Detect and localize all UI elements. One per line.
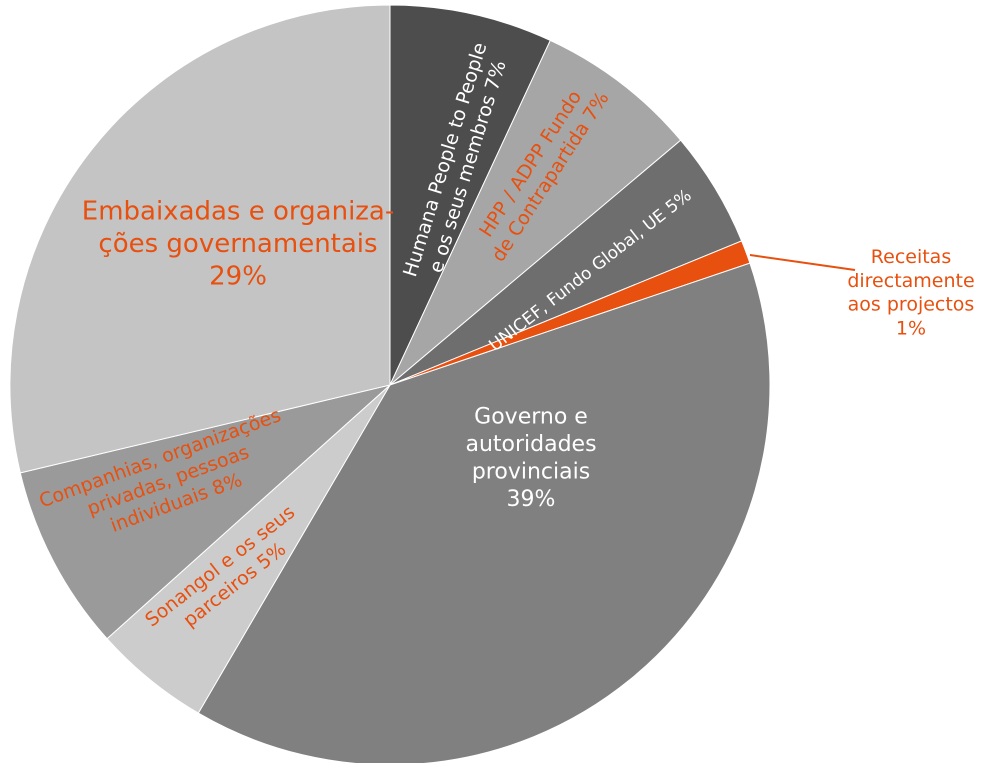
pie-slices — [9, 4, 771, 763]
slice-label-3: Receitas directamente aos projectos 1% — [847, 246, 974, 339]
slice-label-line: 39% — [507, 487, 556, 512]
slice-label-line: directamente — [847, 270, 974, 292]
slice-label-4: Governo e autoridades provinciais 39% — [465, 405, 596, 513]
pie-slice-0 — [389, 4, 551, 386]
slice-label-line: ções governamentais — [98, 229, 377, 259]
slice-label-line: Governo e — [474, 405, 588, 430]
pie-slice-4 — [197, 262, 771, 763]
slice-label-line: Receitas — [871, 246, 951, 268]
slice-label-line: provinciais — [472, 459, 590, 484]
leader-line-3 — [749, 254, 856, 271]
pie-slice-7 — [9, 4, 391, 474]
slice-label-7: Embaixadas e organiza-ções governamentai… — [82, 197, 394, 292]
slice-label-line: aos projectos — [848, 294, 975, 316]
slice-label-line: 29% — [209, 262, 267, 292]
pie-slice-1 — [389, 39, 682, 386]
slice-label-line: Embaixadas e organiza- — [82, 197, 394, 227]
slice-label-line: autoridades — [465, 432, 596, 457]
slice-label-line: 1% — [896, 317, 926, 339]
pie-slice-6 — [19, 384, 391, 640]
